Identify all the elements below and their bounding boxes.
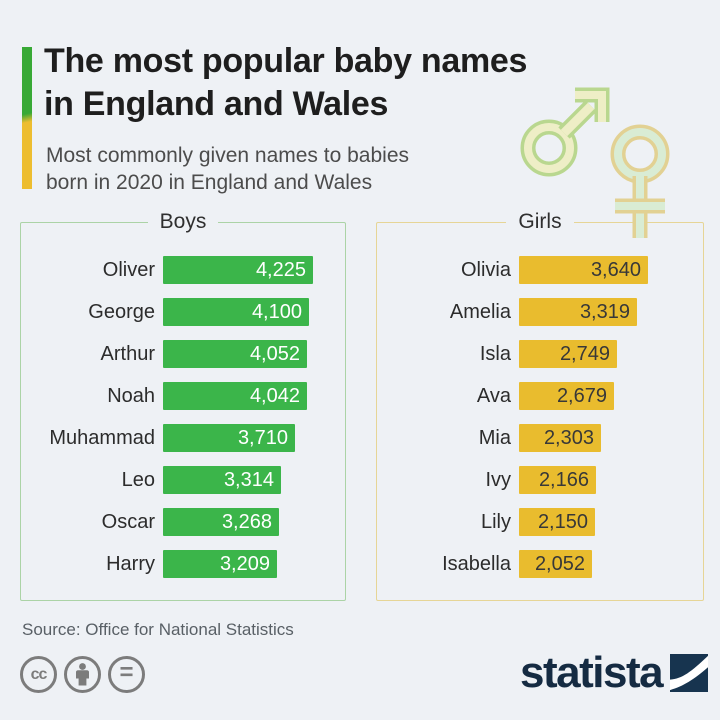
value-bar: 3,319	[519, 298, 637, 326]
title-line-1: The most popular baby names	[44, 42, 528, 80]
bar-value-label: 4,042	[249, 384, 300, 407]
girls-bars-list: Olivia 3,640 Amelia 3,319 Isla 2,749 Ava 2,679 M…	[392, 256, 688, 578]
bar-value-label: 3,314	[223, 468, 274, 491]
value-bar: 4,100	[163, 298, 309, 326]
name-label: George	[88, 300, 155, 323]
chart-row: Ava 2,679	[392, 382, 688, 410]
boys-panel-title: Boys	[159, 210, 207, 233]
girls-panel-title: Girls	[518, 210, 562, 233]
chart-row: Harry 3,209	[36, 550, 330, 578]
subtitle-line-2: born in 2020 in England and Wales	[46, 171, 373, 194]
female-symbol-icon	[605, 124, 675, 255]
bar-value-label: 2,150	[537, 510, 588, 533]
value-bar: 2,150	[519, 508, 595, 536]
chart-row: Oscar 3,268	[36, 508, 330, 536]
name-label: Isabella	[442, 552, 511, 575]
title-line-2: in England and Wales	[44, 85, 389, 123]
subtitle-line-1: Most commonly given names to babies	[46, 144, 409, 167]
statista-wordmark: statista	[520, 647, 664, 697]
name-label: Arthur	[100, 342, 155, 365]
bar-value-label: 2,166	[538, 468, 589, 491]
name-label: Ivy	[485, 468, 511, 491]
bar-value-label: 2,303	[543, 426, 594, 449]
bar-value-label: 2,679	[556, 384, 607, 407]
value-bar: 4,052	[163, 340, 307, 368]
male-symbol-icon	[519, 80, 617, 185]
chart-row: Amelia 3,319	[392, 298, 688, 326]
name-label: Ava	[476, 384, 511, 407]
name-label: Oliver	[102, 258, 155, 281]
page-title: The most popular baby names in England a…	[44, 40, 527, 126]
chart-row: Oliver 4,225	[36, 256, 330, 284]
name-label: Leo	[121, 468, 155, 491]
bar-value-label: 3,209	[219, 552, 270, 575]
name-label: Lily	[480, 510, 511, 533]
name-label: Amelia	[449, 300, 511, 323]
bar-value-label: 4,052	[249, 342, 300, 365]
value-bar: 3,710	[163, 424, 295, 452]
bar-value-label: 4,100	[251, 300, 302, 323]
chart-row: Noah 4,042	[36, 382, 330, 410]
bar-value-label: 3,319	[579, 300, 630, 323]
bar-value-label: 2,749	[559, 342, 610, 365]
chart-row: Mia 2,303	[392, 424, 688, 452]
attribution-person-icon[interactable]	[64, 656, 101, 693]
value-bar: 3,314	[163, 466, 281, 494]
statista-logo-icon	[670, 654, 709, 697]
name-label: Noah	[107, 384, 155, 407]
name-label: Isla	[479, 342, 511, 365]
chart-row: Arthur 4,052	[36, 340, 330, 368]
cc-icon[interactable]: cc	[20, 656, 57, 693]
statista-logo[interactable]: statista	[520, 647, 709, 697]
chart-row: Ivy 2,166	[392, 466, 688, 494]
name-label: Muhammad	[49, 426, 155, 449]
bar-value-label: 3,268	[221, 510, 272, 533]
chart-row: Muhammad 3,710	[36, 424, 330, 452]
chart-row: Isabella 2,052	[392, 550, 688, 578]
bar-value-label: 3,710	[237, 426, 288, 449]
bar-value-label: 2,052	[534, 552, 585, 575]
source-note: Source: Office for National Statistics	[22, 620, 294, 639]
value-bar: 3,268	[163, 508, 279, 536]
girls-panel: Girls Olivia 3,640 Amelia 3,319 Isla 2,749 Ava…	[376, 210, 704, 601]
chart-row: Olivia 3,640	[392, 256, 688, 284]
accent-bar	[22, 47, 32, 189]
chart-row: Leo 3,314	[36, 466, 330, 494]
name-label: Olivia	[460, 258, 511, 281]
value-bar: 2,679	[519, 382, 614, 410]
value-bar: 2,052	[519, 550, 592, 578]
page-subtitle: Most commonly given names to babies born…	[46, 142, 409, 196]
no-derivatives-icon[interactable]: =	[108, 656, 145, 693]
bar-value-label: 3,640	[590, 258, 641, 281]
creative-commons-license[interactable]: cc =	[20, 656, 145, 693]
boys-panel: Boys Oliver 4,225 George 4,100 Arthur 4,052 No…	[20, 210, 346, 601]
value-bar: 3,640	[519, 256, 648, 284]
name-label: Mia	[478, 426, 511, 449]
value-bar: 4,042	[163, 382, 307, 410]
name-label: Harry	[106, 552, 155, 575]
value-bar: 4,225	[163, 256, 313, 284]
boys-bars-list: Oliver 4,225 George 4,100 Arthur 4,052 Noah 4,0…	[36, 256, 330, 578]
value-bar: 2,303	[519, 424, 601, 452]
value-bar: 2,166	[519, 466, 596, 494]
chart-row: Isla 2,749	[392, 340, 688, 368]
chart-row: Lily 2,150	[392, 508, 688, 536]
chart-row: George 4,100	[36, 298, 330, 326]
bar-value-label: 4,225	[255, 258, 306, 281]
name-label: Oscar	[101, 510, 155, 533]
value-bar: 3,209	[163, 550, 277, 578]
value-bar: 2,749	[519, 340, 617, 368]
